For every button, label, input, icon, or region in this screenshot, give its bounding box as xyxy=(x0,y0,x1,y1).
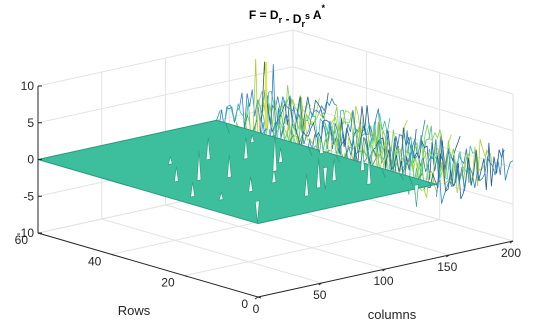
spike xyxy=(249,133,255,144)
sheet-edge xyxy=(335,154,340,163)
sheet-edge xyxy=(371,157,377,166)
sheet-edge xyxy=(289,134,295,142)
noise-line xyxy=(418,139,496,198)
spike xyxy=(226,155,232,179)
noise-line xyxy=(304,108,382,172)
y-tick-label: 0 xyxy=(241,297,248,311)
grid-line xyxy=(292,29,514,95)
title-part: * xyxy=(322,3,326,13)
z-tick-label: 0 xyxy=(27,153,34,167)
sheet-edge xyxy=(344,148,350,158)
sheet-edge xyxy=(381,168,386,178)
noise-line xyxy=(357,125,435,180)
y-tick-mark xyxy=(111,253,115,256)
y-tick-mark xyxy=(257,296,262,299)
y-axis-line xyxy=(37,232,259,298)
noise-line xyxy=(436,147,514,204)
spike xyxy=(190,181,196,198)
noise-line xyxy=(260,64,338,147)
chart-title: F = Dr - Drs A* xyxy=(249,3,326,29)
sheet-edge xyxy=(243,114,249,129)
noise-line xyxy=(251,61,329,144)
x-tick-label: 0 xyxy=(253,302,260,316)
sheet-edge xyxy=(436,179,441,185)
x-tick-mark xyxy=(382,268,386,272)
sheet-edge xyxy=(399,173,405,181)
surface-plot xyxy=(37,58,514,225)
sheet-edge xyxy=(225,122,230,134)
x-tick-label: 200 xyxy=(501,246,521,260)
sheet-edge xyxy=(307,146,313,156)
spike xyxy=(278,147,283,164)
axes xyxy=(37,85,514,300)
spike xyxy=(248,176,254,193)
spike xyxy=(173,166,179,183)
spike xyxy=(196,150,202,182)
z-tick-label: 10 xyxy=(21,79,35,93)
sheet-edge xyxy=(216,109,221,121)
spike xyxy=(218,191,224,201)
spike xyxy=(205,137,211,161)
y-tick-label: 60 xyxy=(15,233,29,247)
x-tick-mark xyxy=(254,296,259,300)
sheet-edge xyxy=(234,125,239,129)
grid-line xyxy=(101,218,322,284)
grid-line xyxy=(292,66,514,132)
sheet-edge xyxy=(280,125,285,140)
spike xyxy=(322,166,328,190)
x-tick-mark xyxy=(318,282,323,286)
x-tick-label: 150 xyxy=(437,260,457,274)
title-part: r xyxy=(279,15,283,25)
spike xyxy=(167,155,173,166)
spike xyxy=(331,158,337,182)
noise-line xyxy=(365,124,443,183)
grid-line xyxy=(184,219,440,277)
sheet-edge xyxy=(390,164,395,172)
spike xyxy=(316,158,321,189)
sheet-edge xyxy=(298,133,304,145)
surface-sheet xyxy=(37,119,437,225)
title-part: F = D xyxy=(249,8,279,22)
z-tick-label: -10 xyxy=(17,226,35,240)
title-part: - D xyxy=(282,12,302,26)
sheet-edge xyxy=(417,173,423,180)
spike xyxy=(271,167,277,184)
sheet-edge xyxy=(262,128,267,134)
y-tick-label: 20 xyxy=(161,276,175,290)
x-axis-label: columns xyxy=(368,307,417,322)
title-part: s xyxy=(305,11,310,21)
spike xyxy=(366,154,372,185)
spike xyxy=(414,184,419,208)
sheet-edge xyxy=(427,181,432,186)
spike xyxy=(243,136,249,160)
spike xyxy=(254,200,260,224)
y-tick-label: 40 xyxy=(88,254,102,268)
x-tick-mark xyxy=(509,240,514,244)
y-tick-mark xyxy=(184,275,188,278)
x-tick-label: 50 xyxy=(313,288,327,302)
tick-labels: 0 50 100 150 200 0 20 40 60-10 -5 0 5 10 xyxy=(15,79,522,316)
grid-line xyxy=(165,204,386,270)
x-tick-mark xyxy=(445,254,450,258)
spike xyxy=(360,148,365,172)
x-tick-label: 100 xyxy=(373,274,393,288)
spike xyxy=(319,138,324,155)
sheet-edge xyxy=(408,176,414,186)
title-part: r xyxy=(301,19,305,29)
sheet-edge xyxy=(252,119,258,132)
z-tick-label: -5 xyxy=(23,189,34,203)
z-tick-label: 5 xyxy=(27,116,34,130)
spike xyxy=(272,134,278,172)
y-axis-label: Rows xyxy=(118,303,151,318)
sheet-edge xyxy=(326,149,331,153)
title-part: A xyxy=(310,8,322,22)
sheet-edge xyxy=(353,150,359,161)
spike xyxy=(304,173,309,197)
